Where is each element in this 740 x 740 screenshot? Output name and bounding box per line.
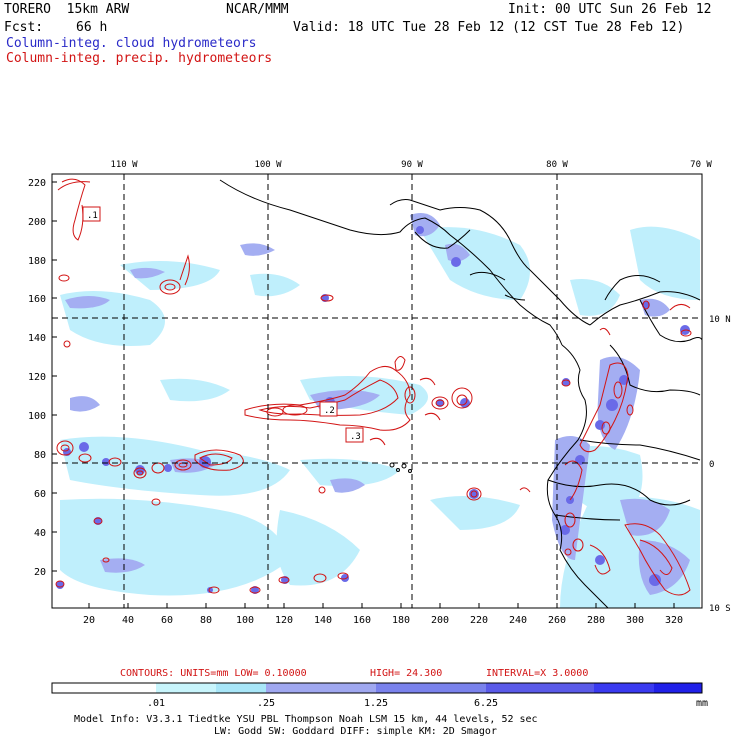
x-tick-label: 120 bbox=[275, 615, 293, 626]
x-tick-label: 60 bbox=[161, 615, 173, 626]
field-precip-label: Column-integ. precip. hydrometeors bbox=[6, 51, 273, 66]
contour-label-boxes bbox=[82, 206, 364, 443]
contour-label: .2 bbox=[324, 406, 335, 416]
lon-label: 90 W bbox=[401, 160, 423, 170]
x-tick-label: 20 bbox=[83, 615, 95, 626]
contours-interval: INTERVAL=X 3.0000 bbox=[486, 668, 588, 679]
legend-tick: 6.25 bbox=[474, 698, 498, 709]
legend-tick: .25 bbox=[257, 698, 275, 709]
lon-label: 110 W bbox=[110, 160, 138, 170]
x-tick-label: 180 bbox=[392, 615, 410, 626]
y-tick-label: 180 bbox=[28, 256, 46, 267]
lat-label: 10 S bbox=[709, 604, 731, 614]
model-physics: LW: Godd SW: Goddard DIFF: simple KM: 2D… bbox=[214, 726, 497, 737]
contours-units: CONTOURS: UNITS=mm LOW= 0.10000 bbox=[120, 668, 307, 679]
legend-colorbar bbox=[51, 682, 703, 694]
field-cloud-label: Column-integ. cloud hydrometeors bbox=[6, 36, 257, 51]
legend-tick: 1.25 bbox=[364, 698, 388, 709]
y-tick-label: 100 bbox=[28, 411, 46, 422]
y-tick-label: 140 bbox=[28, 333, 46, 344]
y-tick-label: 80 bbox=[34, 450, 46, 461]
lat-label: 0 bbox=[709, 460, 714, 470]
legend-tick: .01 bbox=[147, 698, 165, 709]
contour-label: .3 bbox=[350, 432, 361, 442]
precip-contours bbox=[55, 178, 692, 596]
x-tick-label: 320 bbox=[665, 615, 683, 626]
y-tick-label: 40 bbox=[34, 528, 46, 539]
fcst-value: 66 h bbox=[76, 20, 108, 35]
fcst-label: Fcst: bbox=[4, 20, 44, 35]
y-tick-label: 60 bbox=[34, 489, 46, 500]
legend-unit: mm bbox=[696, 698, 708, 709]
center-name: NCAR/MMM bbox=[226, 2, 289, 17]
x-tick-label: 80 bbox=[200, 615, 212, 626]
lon-label: 70 W bbox=[690, 160, 712, 170]
graticule bbox=[52, 174, 702, 608]
contour-label: .1 bbox=[87, 211, 98, 221]
x-tick-label: 40 bbox=[122, 615, 134, 626]
x-tick-label: 140 bbox=[314, 615, 332, 626]
y-tick-label: 160 bbox=[28, 294, 46, 305]
contours-high: HIGH= 24.300 bbox=[370, 668, 442, 679]
model-title: TORERO 15km ARW bbox=[4, 2, 130, 17]
x-tick-label: 280 bbox=[587, 615, 605, 626]
y-tick-label: 120 bbox=[28, 372, 46, 383]
lat-label: 10 N bbox=[709, 315, 731, 325]
x-tick-marks bbox=[88, 603, 675, 608]
y-tick-label: 200 bbox=[28, 217, 46, 228]
x-tick-label: 160 bbox=[353, 615, 371, 626]
valid-time: Valid: 18 UTC Tue 28 Feb 12 (12 CST Tue … bbox=[293, 20, 685, 35]
x-tick-label: 240 bbox=[509, 615, 527, 626]
x-tick-label: 220 bbox=[470, 615, 488, 626]
init-time: Init: 00 UTC Sun 26 Feb 12 bbox=[508, 2, 712, 17]
lon-label: 80 W bbox=[546, 160, 568, 170]
y-tick-marks bbox=[52, 181, 57, 572]
lon-label: 100 W bbox=[254, 160, 282, 170]
y-tick-label: 20 bbox=[34, 567, 46, 578]
map-frame bbox=[51, 173, 703, 609]
y-tick-label: 220 bbox=[28, 178, 46, 189]
x-tick-label: 260 bbox=[548, 615, 566, 626]
cloud-shading bbox=[56, 212, 700, 608]
x-tick-label: 100 bbox=[236, 615, 254, 626]
model-info: Model Info: V3.3.1 Tiedtke YSU PBL Thomp… bbox=[74, 714, 538, 725]
x-tick-label: 300 bbox=[626, 615, 644, 626]
x-tick-label: 200 bbox=[431, 615, 449, 626]
